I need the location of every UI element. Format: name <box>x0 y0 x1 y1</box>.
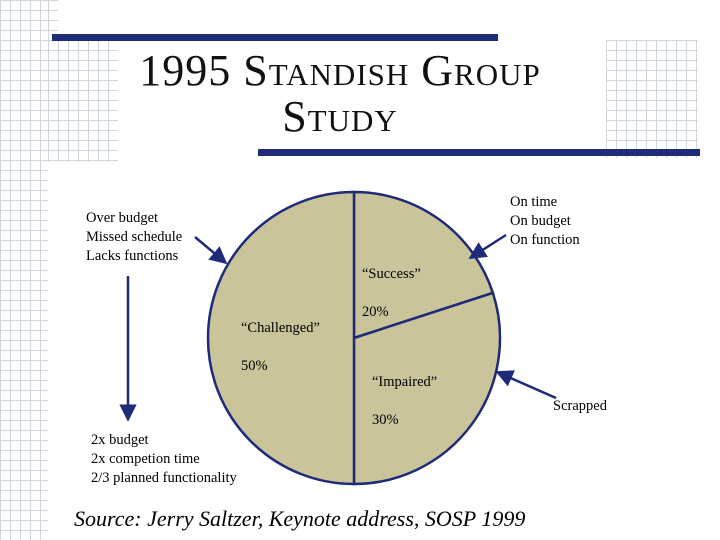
slide-title: 1995 Standish Group Study <box>130 48 550 140</box>
pie-slice-impaired <box>352 291 502 486</box>
annotation-over-budget: Over budget Missed schedule Lacks functi… <box>86 210 183 264</box>
grid-decoration-column <box>48 0 58 162</box>
grid-decoration-right <box>606 40 698 158</box>
slide-title-line2: Study <box>282 92 398 141</box>
annotation-scrapped: Scrapped <box>553 398 607 414</box>
slice-percent-impaired: 30% <box>372 412 399 428</box>
source-citation: Source: Jerry Saltzer, Keynote address, … <box>74 506 526 531</box>
annotation-doubling: 2x budget 2x competion time 2/3 planned … <box>91 432 237 486</box>
grid-decoration-block <box>58 40 118 162</box>
title-rule-bottom <box>258 149 700 156</box>
slice-name-impaired: “Impaired” <box>372 374 438 390</box>
grid-decoration-left <box>0 0 48 540</box>
arrow-on-time <box>468 233 507 260</box>
slice-percent-success: 20% <box>362 304 389 320</box>
arrow-scrapped <box>495 370 557 400</box>
slice-name-challenged: “Challenged” <box>241 320 320 336</box>
slice-label-success: “Success” 20% <box>362 246 421 341</box>
slice-label-impaired: “Impaired” 30% <box>372 354 437 449</box>
slice-label-challenged: “Challenged” 50% <box>241 300 320 395</box>
slide-title-line1: 1995 Standish Group <box>139 46 541 95</box>
title-rule-top <box>52 34 498 41</box>
pie-slice-challenged <box>206 190 356 486</box>
pie-slice-success <box>352 190 495 340</box>
slice-name-success: “Success” <box>362 266 421 282</box>
slice-percent-challenged: 50% <box>241 358 268 374</box>
arrow-over-budget <box>194 236 228 265</box>
annotation-on-time: On time On budget On function <box>510 194 580 248</box>
